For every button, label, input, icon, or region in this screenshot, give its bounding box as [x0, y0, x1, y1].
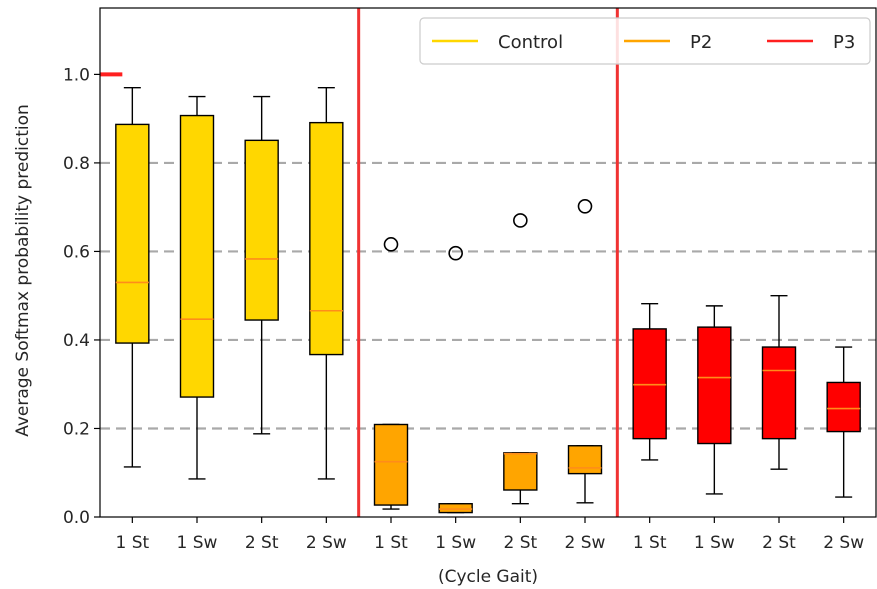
box-control — [244, 95, 279, 435]
grid-lines — [100, 161, 876, 430]
y-tick-label: 1.0 — [63, 65, 90, 85]
box-body — [244, 139, 279, 321]
box-p3 — [826, 346, 861, 498]
box-body — [567, 445, 603, 475]
box-body — [438, 503, 473, 514]
x-tick-label: 1 St — [633, 533, 667, 553]
y-tick-label: 0.4 — [63, 331, 90, 351]
box-p2 — [503, 213, 538, 505]
box-p2 — [438, 245, 473, 514]
x-tick-label: 2 Sw — [306, 533, 347, 553]
group-dividers — [357, 8, 619, 517]
y-tick-label: 0.2 — [63, 419, 90, 439]
outlier-point — [448, 245, 463, 261]
legend-label-p2: P2 — [690, 32, 712, 53]
plot-frame — [99, 7, 877, 518]
y-axis-ticks: 0.0 0.2 0.4 0.6 0.8 1.0 — [63, 65, 100, 528]
box-control — [179, 95, 215, 480]
outlier-point — [513, 213, 528, 228]
box-body — [697, 326, 732, 445]
legend-label-p3: P3 — [833, 32, 855, 53]
x-tick-label: 2 St — [762, 533, 796, 553]
boxes — [115, 86, 861, 514]
legend: Control P2 P3 — [419, 17, 871, 65]
legend-label-control: Control — [498, 32, 563, 53]
x-tick-label: 1 St — [374, 533, 408, 553]
box-p2 — [373, 237, 409, 510]
box-control — [309, 86, 344, 480]
box-body — [373, 423, 409, 506]
box-body — [826, 381, 861, 433]
box-control — [115, 86, 150, 468]
x-axis-ticks: 1 St 1 Sw 2 St 2 Sw 1 St 1 Sw 2 St 2 Sw 1 St 1 Sw… — [115, 517, 864, 553]
x-tick-label: 2 St — [503, 533, 537, 553]
outlier-point — [577, 198, 593, 214]
x-axis-label: (Cycle Gait) — [438, 567, 538, 587]
box-p3 — [761, 294, 797, 470]
x-tick-label: 2 St — [245, 533, 279, 553]
box-body — [309, 121, 344, 356]
box-body — [179, 114, 215, 398]
x-tick-label: 2 Sw — [565, 533, 606, 553]
y-tick-label: 0.0 — [63, 508, 90, 528]
y-tick-label: 0.8 — [63, 154, 90, 174]
box-p3 — [632, 302, 667, 461]
box-body — [632, 328, 667, 440]
box-body — [115, 123, 150, 344]
x-tick-label: 1 St — [115, 533, 149, 553]
box-p3 — [697, 305, 732, 495]
box-p2 — [567, 198, 603, 504]
y-axis-label: Average Softmax probability prediction — [13, 104, 33, 437]
x-tick-label: 1 Sw — [694, 533, 735, 553]
x-tick-label: 2 Sw — [823, 533, 864, 553]
x-tick-label: 1 Sw — [177, 533, 218, 553]
outlier-point — [383, 237, 399, 252]
y-tick-label: 0.6 — [63, 242, 90, 262]
x-tick-label: 1 Sw — [435, 533, 476, 553]
box-body — [503, 452, 538, 491]
box-body — [761, 346, 797, 440]
